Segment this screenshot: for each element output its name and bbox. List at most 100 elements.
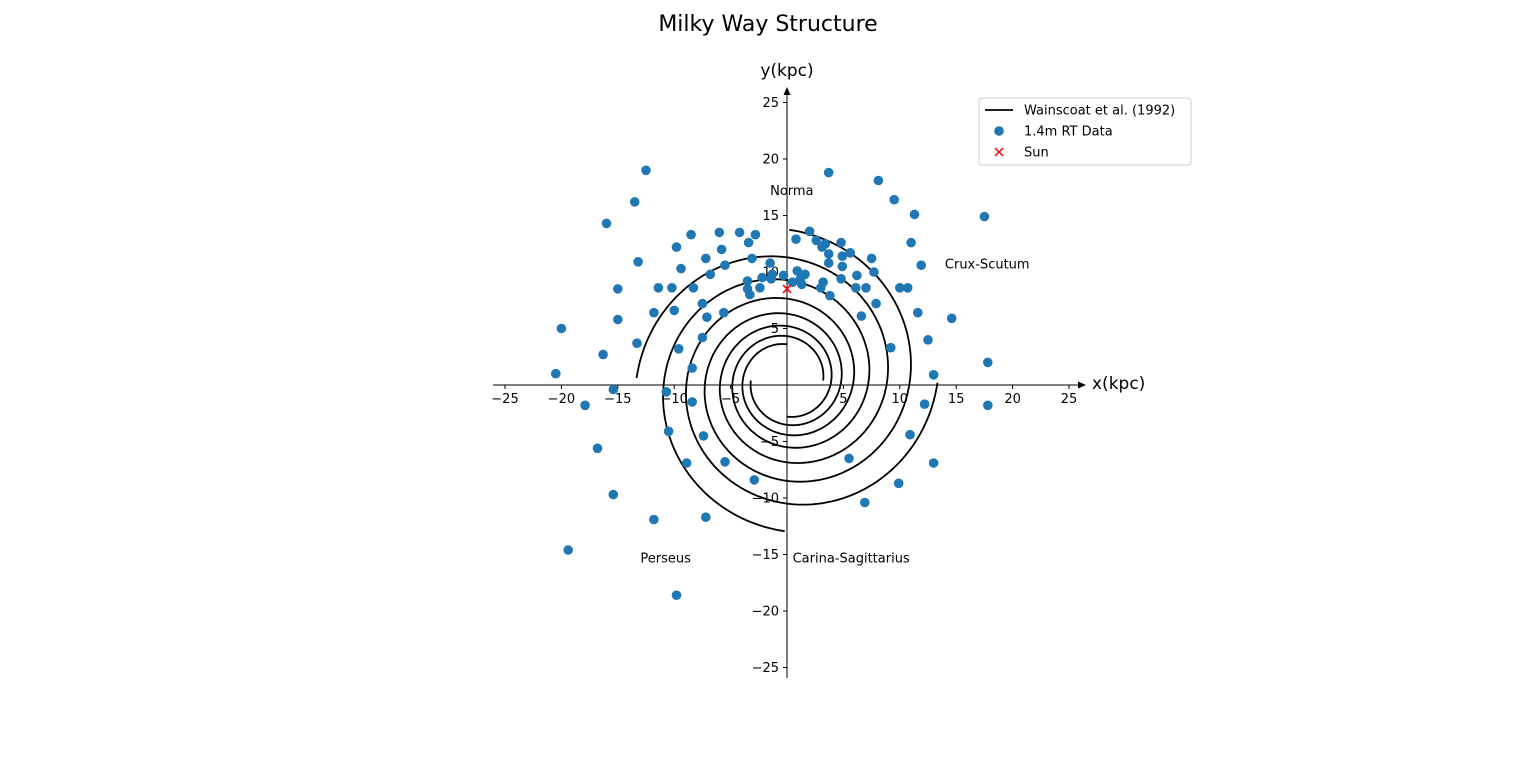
- y-tick-label: 5: [771, 322, 779, 337]
- x-tick-label: −15: [604, 392, 631, 407]
- y-axis-label: y(kpc): [760, 61, 813, 81]
- data-point: [861, 283, 871, 293]
- legend: Wainscoat et al. (1992) 1.4m RT Data Sun: [978, 97, 1192, 166]
- data-point: [613, 314, 623, 325]
- data-point: [836, 237, 846, 248]
- data-point: [608, 489, 619, 500]
- y-tick-label: 15: [762, 209, 779, 224]
- x-tick-label: 15: [948, 392, 965, 407]
- data-point: [946, 313, 957, 324]
- data-point: [745, 289, 755, 300]
- data-point: [820, 239, 831, 249]
- data-point: [823, 258, 834, 268]
- data-point: [844, 453, 854, 464]
- data-point: [804, 226, 815, 237]
- data-point: [629, 197, 640, 207]
- data-point: [851, 283, 861, 293]
- legend-label: Sun: [1024, 146, 1049, 161]
- legend-label: Wainscoat et al. (1992): [1024, 104, 1175, 119]
- data-point: [889, 194, 899, 205]
- crux-scutum-arm-curve: [662, 278, 871, 533]
- data-point: [871, 298, 881, 309]
- data-point: [705, 269, 716, 280]
- data-point: [750, 229, 761, 240]
- data-point: [928, 458, 939, 468]
- data-point: [632, 338, 642, 349]
- legend-box: [978, 97, 1192, 166]
- legend-label: 1.4m RT Data: [1024, 125, 1113, 140]
- data-point: [681, 458, 692, 468]
- norma-arm-curve: [684, 296, 939, 506]
- data-point: [663, 426, 674, 437]
- data-point: [613, 284, 623, 294]
- arm-label: Perseus: [640, 551, 691, 566]
- data-point: [837, 251, 848, 261]
- data-point: [653, 283, 664, 293]
- data-point: [856, 311, 867, 321]
- y-axis-arrow: [783, 87, 791, 95]
- x-tick-label: 5: [839, 392, 847, 407]
- y-tick-label: 20: [762, 153, 779, 168]
- data-point: [895, 283, 905, 293]
- data-point: [755, 283, 765, 293]
- sun-marker: [782, 284, 792, 294]
- data-point: [669, 305, 679, 316]
- data-point: [837, 261, 848, 272]
- data-point: [698, 431, 709, 441]
- perseus-arm-curve: [635, 255, 890, 464]
- data-point: [649, 307, 659, 318]
- data-point: [902, 283, 913, 293]
- arm-label: Norma: [770, 184, 813, 199]
- arm-label: Crux-Scutum: [945, 258, 1030, 273]
- data-point: [749, 475, 760, 485]
- data-point: [688, 283, 699, 293]
- data-point: [765, 258, 775, 268]
- data-point: [796, 279, 807, 290]
- data-point: [983, 357, 993, 368]
- data-point: [592, 443, 603, 454]
- x-tick-label: −20: [548, 392, 575, 407]
- data-point: [734, 227, 745, 238]
- carina-sagittarius-arm-curve: [703, 228, 912, 483]
- data-point: [702, 312, 712, 323]
- data-point: [701, 253, 711, 264]
- data-point: [676, 263, 686, 274]
- spiral-arms-layer: [635, 228, 939, 533]
- data-point: [836, 274, 846, 284]
- x-tick-label: 20: [1004, 392, 1021, 407]
- y-tick-label: −25: [752, 661, 779, 676]
- data-point: [716, 244, 727, 255]
- data-point: [661, 387, 672, 397]
- data-point: [701, 512, 711, 522]
- data-point: [720, 457, 730, 467]
- data-point: [906, 237, 916, 248]
- x-tick-label: 25: [1061, 392, 1078, 407]
- data-point: [816, 283, 826, 293]
- data-point: [886, 342, 896, 353]
- data-point: [720, 260, 730, 271]
- data-point: [983, 400, 993, 411]
- x-tick-label: 10: [892, 392, 909, 407]
- data-point: [791, 234, 801, 244]
- data-point: [719, 307, 729, 318]
- data-point: [893, 478, 904, 489]
- x-tick-label: −5: [721, 392, 740, 407]
- data-point: [673, 344, 684, 354]
- data-point: [913, 307, 923, 318]
- data-points-layer: [551, 165, 993, 600]
- data-point: [551, 368, 561, 379]
- data-point: [714, 227, 725, 238]
- legend-circle-swatch: [994, 126, 1004, 136]
- data-point: [580, 400, 590, 411]
- arm-labels-layer: Norma Crux-Scutum Perseus Carina-Sagittariu…: [640, 184, 1029, 566]
- data-point: [869, 267, 879, 277]
- y-tick-label: −15: [752, 548, 779, 563]
- data-point: [563, 545, 573, 555]
- arm-label: Carina-Sagittarius: [793, 551, 910, 566]
- data-point: [671, 590, 682, 600]
- data-point: [787, 277, 798, 288]
- data-point: [747, 253, 757, 264]
- data-point: [667, 283, 677, 293]
